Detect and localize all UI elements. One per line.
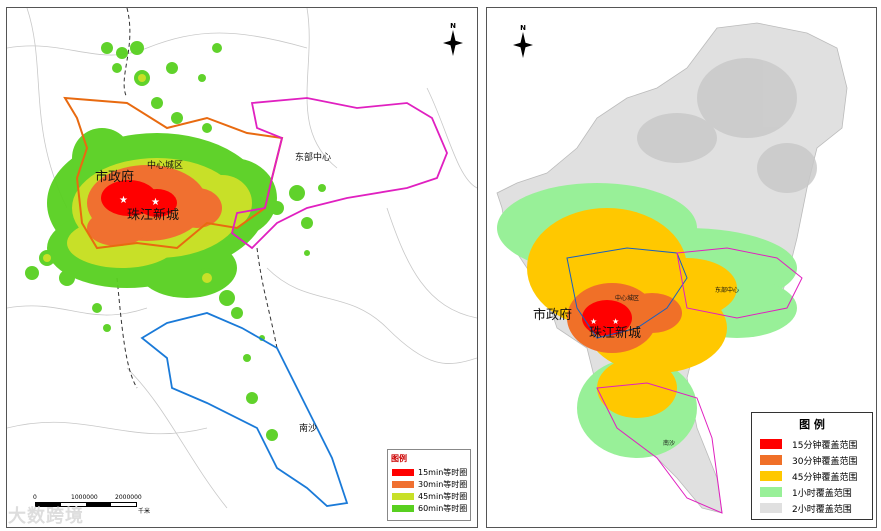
scale-bar: 0 1000000 2000000 千米 bbox=[33, 494, 151, 515]
center-district-label: 中心城区 bbox=[615, 295, 640, 302]
right-legend-title: 图 例 bbox=[799, 418, 825, 431]
left-map-canvas: ★ ★ bbox=[7, 8, 477, 509]
watermark: 大数跨境 bbox=[8, 506, 84, 527]
east-center-label: 东部中心 bbox=[715, 287, 740, 294]
city-hall-label: 市政府 bbox=[533, 308, 573, 323]
zhujiang-label: 珠江新城 bbox=[589, 326, 642, 341]
left-legend-title: 图例 bbox=[391, 454, 407, 463]
right-legend: 图 例 15分钟覆盖范围 30分钟覆盖范围 45分钟覆盖范围 1小时覆盖范围 2… bbox=[751, 412, 873, 520]
legend-item-15min: 15分钟覆盖范围 bbox=[760, 436, 872, 452]
city-hall-star-icon: ★ bbox=[590, 317, 597, 326]
legend-item-2h: 2小时覆盖范围 bbox=[760, 500, 872, 516]
legend-item-30min: 30分钟覆盖范围 bbox=[760, 452, 872, 468]
legend-item-15min: 15min等时圈 bbox=[392, 466, 470, 478]
nansha-label: 南沙 bbox=[663, 440, 676, 447]
zhujiang-label: 珠江新城 bbox=[127, 208, 180, 223]
right-map-panel: ★ ★ 市政府 珠江新城 中心城区 东部中心 南沙 N 图 例 15分钟覆盖范围… bbox=[486, 7, 877, 528]
north-arrow-icon: N bbox=[443, 22, 463, 56]
east-center-label: 东部中心 bbox=[295, 153, 332, 163]
city-hall-star-icon: ★ bbox=[119, 195, 128, 206]
zhujiang-star-icon: ★ bbox=[151, 197, 160, 208]
left-legend: 图例 15min等时圈 30min等时圈 45min等时圈 60min等时圈 bbox=[387, 449, 471, 521]
legend-item-60min: 60min等时圈 bbox=[392, 502, 470, 514]
legend-item-1h: 1小时覆盖范围 bbox=[760, 484, 872, 500]
center-district-label: 中心城区 bbox=[147, 161, 184, 171]
legend-item-30min: 30min等时圈 bbox=[392, 478, 470, 490]
legend-item-45min: 45分钟覆盖范围 bbox=[760, 468, 872, 484]
north-arrow-icon: N bbox=[513, 24, 533, 58]
right-map-canvas: ★ ★ bbox=[496, 22, 848, 514]
city-hall-label: 市政府 bbox=[95, 170, 135, 185]
left-map-panel: ★ ★ 市政府 珠江新城 中心城区 东部中心 南沙 N 0 1000000 20… bbox=[6, 7, 478, 528]
nansha-label: 南沙 bbox=[299, 424, 318, 434]
zhujiang-star-icon: ★ bbox=[612, 317, 619, 326]
legend-item-45min: 45min等时圈 bbox=[392, 490, 470, 502]
